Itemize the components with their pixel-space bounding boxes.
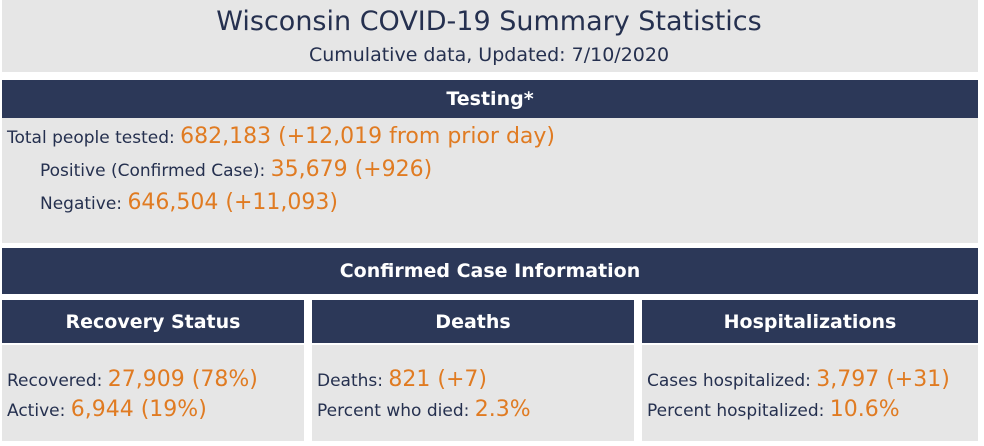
stat-row: Percent hospitalized: 10.6% [647, 396, 900, 425]
stat-label: Negative: [40, 194, 123, 214]
stat-row: Percent who died: 2.3% [317, 396, 531, 425]
title: Wisconsin COVID-19 Summary Statistics [216, 6, 762, 37]
testing-panel: Total people tested: 682,183 (+12,019 fr… [2, 118, 978, 243]
stat-row: Negative: 646,504 (+11,093) [40, 189, 338, 218]
stat-label: Total people tested: [7, 128, 175, 148]
stat-value: 3,797 (+31) [816, 367, 950, 392]
header-panel [2, 0, 978, 72]
subtitle: Cumulative data, Updated: 7/10/2020 [308, 44, 670, 66]
stat-label: Deaths: [317, 371, 383, 391]
panel-header: Hospitalizations [642, 300, 978, 343]
stat-row: Active: 6,944 (19%) [7, 396, 207, 425]
stat-value: 10.6% [829, 397, 900, 422]
stat-row: Recovered: 27,909 (78%) [7, 366, 258, 395]
stat-value: 682,183 (+12,019 from prior day) [180, 124, 555, 149]
panel-header: Recovery Status [2, 300, 304, 343]
stat-value: 27,909 (78%) [107, 367, 258, 392]
panel-body: Cases hospitalized: 3,797 (+31) Percent h… [642, 345, 978, 441]
stat-row: Deaths: 821 (+7) [317, 366, 487, 395]
cases-header: Confirmed Case Information [2, 248, 978, 294]
stat-value: 821 (+7) [388, 367, 487, 392]
panel-body: Recovered: 27,909 (78%) Active: 6,944 (19… [2, 345, 304, 441]
stat-row: Cases hospitalized: 3,797 (+31) [647, 366, 950, 395]
stat-label: Active: [7, 401, 66, 421]
stat-row: Positive (Confirmed Case): 35,679 (+926) [40, 156, 432, 185]
stat-value: 35,679 (+926) [270, 157, 433, 182]
stat-label: Recovered: [7, 371, 103, 391]
stat-label: Percent who died: [317, 401, 470, 421]
stat-label: Cases hospitalized: [647, 371, 811, 391]
stat-value: 646,504 (+11,093) [127, 190, 338, 215]
stat-label: Percent hospitalized: [647, 401, 825, 421]
stat-value: 6,944 (19%) [70, 397, 207, 422]
panel-header: Deaths [312, 300, 634, 343]
stat-label: Positive (Confirmed Case): [40, 161, 266, 181]
stat-value: 2.3% [474, 397, 531, 422]
stat-row: Total people tested: 682,183 (+12,019 fr… [7, 123, 555, 152]
testing-header: Testing* [2, 80, 978, 118]
panel-body: Deaths: 821 (+7) Percent who died: 2.3% [312, 345, 634, 441]
